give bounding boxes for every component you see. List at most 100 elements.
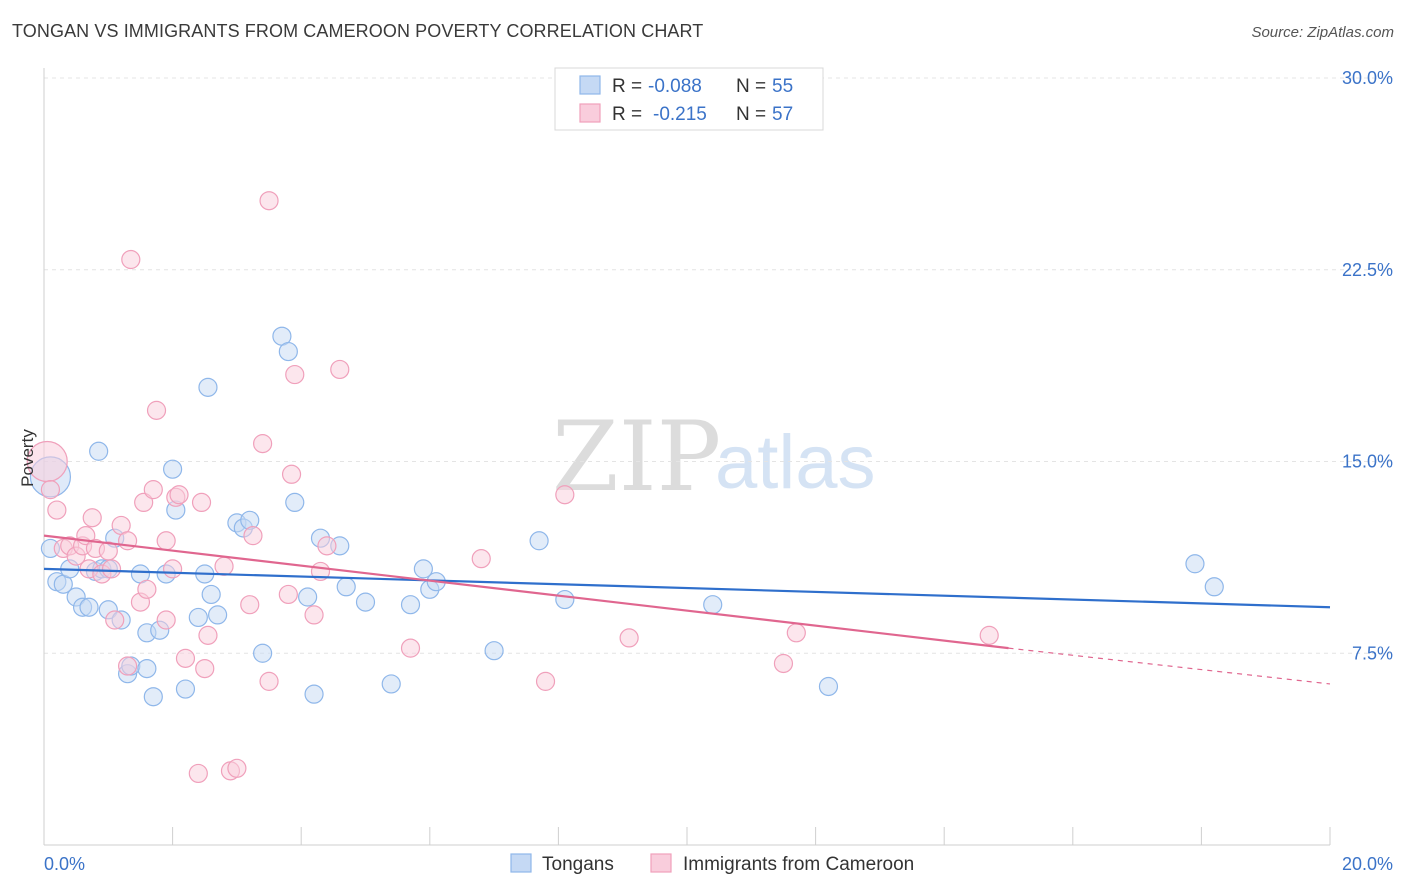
data-point [278, 584, 298, 605]
data-point [818, 676, 839, 697]
data-point [47, 500, 67, 520]
y-tick-label: 7.5% [1352, 643, 1393, 663]
data-point [117, 656, 138, 676]
data-point [786, 623, 806, 643]
data-point [163, 459, 183, 479]
data-point [134, 492, 154, 513]
data-point [381, 674, 401, 694]
correlation-legend: R = -0.088 N = 55 R = -0.215 N = 57 [554, 67, 824, 131]
data-point [259, 671, 279, 691]
legend-swatch-cameroon [579, 103, 601, 123]
data-point [1204, 577, 1224, 597]
data-point [227, 758, 247, 778]
data-point [298, 587, 318, 607]
data-point [137, 658, 157, 679]
legend-r-value-2: -0.215 [653, 104, 707, 125]
legend-r-label-1: R = [612, 76, 642, 97]
data-point [101, 559, 122, 579]
legend-r-value-1: -0.088 [648, 76, 702, 97]
data-point [214, 556, 234, 576]
bottom-legend-swatch-tongans [510, 853, 532, 873]
data-point [40, 480, 61, 500]
data-point [555, 485, 575, 505]
data-point [304, 605, 324, 625]
data-point [1185, 554, 1205, 574]
legend-n-label-2: N = [736, 104, 766, 125]
data-point [188, 607, 208, 628]
data-point [169, 485, 189, 505]
watermark-zip: ZIP [552, 401, 721, 513]
data-point [208, 605, 228, 625]
data-point [198, 377, 218, 397]
data-point [253, 643, 273, 663]
data-point [400, 638, 421, 658]
y-tick-label: 22.5% [1342, 260, 1393, 280]
data-point [484, 641, 504, 661]
trend-line [43, 534, 1009, 650]
data-point [336, 577, 356, 597]
data-point [188, 763, 208, 784]
data-point [330, 359, 350, 380]
data-point [285, 492, 305, 513]
data-point [195, 658, 215, 679]
data-point [259, 191, 279, 211]
y-tick-label: 15.0% [1342, 452, 1393, 472]
data-point [703, 595, 723, 615]
data-point [79, 597, 99, 617]
data-point [201, 584, 221, 605]
series-tongans [29, 326, 1224, 707]
x-tick-label-max: 20.0% [1342, 854, 1393, 874]
data-point [471, 549, 491, 569]
data-point [121, 249, 141, 270]
data-point [243, 526, 263, 546]
data-point [317, 536, 337, 556]
data-point [240, 595, 260, 615]
data-point [156, 610, 176, 630]
trend-line [43, 567, 1331, 609]
series-cameroon [26, 191, 999, 784]
x-tick-label-min: 0.0% [44, 854, 85, 874]
data-point [555, 589, 575, 610]
data-point [400, 595, 421, 615]
watermark-atlas: atlas [715, 420, 876, 505]
data-point [175, 648, 196, 668]
x-ticks [43, 827, 1331, 845]
legend-n-value-1: 55 [772, 76, 793, 97]
legend-swatch-tongans [579, 75, 601, 95]
data-point [89, 441, 109, 461]
data-point [175, 679, 196, 699]
data-point [143, 687, 163, 707]
data-point [281, 464, 302, 484]
chart-source: Source: ZipAtlas.com [1251, 24, 1394, 41]
data-point [979, 625, 999, 645]
data-point [198, 625, 218, 645]
data-point [529, 531, 549, 551]
legend-r-label-2: R = [612, 104, 642, 125]
legend-n-label-1: N = [736, 76, 766, 97]
y-axis-label: Poverty [18, 429, 37, 487]
trend-lines [43, 534, 1331, 685]
series-legend: Tongans Immigrants from Cameroon [510, 853, 914, 875]
data-point [535, 671, 556, 691]
data-point [278, 341, 298, 362]
data-point [105, 610, 125, 630]
trend-line-extension [1008, 647, 1331, 685]
y-tick-labels: 7.5% 15.0% 22.5% 30.0% [1342, 68, 1393, 663]
chart-title: TONGAN VS IMMIGRANTS FROM CAMEROON POVER… [12, 21, 704, 41]
data-point [156, 531, 176, 551]
bottom-legend-swatch-cameroon [650, 853, 672, 873]
bottom-legend-label-cameroon: Immigrants from Cameroon [683, 854, 914, 875]
data-point [304, 684, 324, 704]
data-point [143, 480, 163, 500]
data-point [413, 559, 433, 579]
data-point [137, 579, 157, 599]
data-point [773, 653, 794, 674]
data-point [191, 492, 212, 513]
y-tick-label: 30.0% [1342, 68, 1393, 88]
data-point [285, 364, 305, 385]
data-point [355, 592, 376, 612]
data-point [163, 559, 183, 579]
data-point [82, 508, 102, 528]
data-point [253, 434, 273, 454]
